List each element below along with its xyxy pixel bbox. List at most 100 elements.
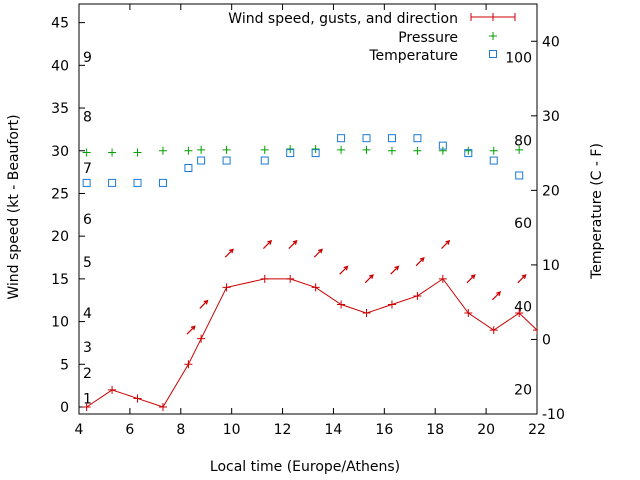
- data-point: [438, 274, 447, 283]
- data-point: [533, 326, 537, 335]
- legend-label: Temperature: [368, 48, 458, 64]
- data-point: [387, 300, 396, 309]
- legend-swatch: [470, 13, 516, 21]
- data-point: [387, 146, 396, 155]
- y-left-tick-label: 10: [51, 315, 69, 331]
- y-left-tick-label: 5: [60, 357, 69, 373]
- beaufort-label: 7: [83, 161, 92, 177]
- wind-arrow: [199, 299, 209, 309]
- x-tick-label: 6: [125, 422, 134, 438]
- y-left-tick-label: 0: [60, 400, 69, 416]
- x-tick-label: 22: [528, 422, 546, 438]
- data-point: [362, 134, 371, 143]
- axes: 4 6 8 10 12 14 16 18 20 22051015202530354045-1001…: [51, 4, 565, 438]
- data-point: [387, 134, 396, 143]
- data-point: [133, 394, 142, 403]
- data-point: [82, 178, 91, 187]
- data-point: [260, 145, 269, 154]
- data-point: [413, 146, 422, 155]
- wind-arrow: [288, 239, 298, 250]
- y-axis-right-label: Temperature (C - F): [589, 143, 605, 280]
- x-tick-label: 18: [426, 422, 444, 438]
- data-point: [515, 309, 524, 318]
- data-point: [108, 385, 117, 394]
- y-left-tick-label: 20: [51, 229, 69, 245]
- wind-direction-arrows: [186, 239, 527, 335]
- y-left-tick-label: 15: [51, 272, 69, 288]
- data-point: [184, 360, 193, 369]
- x-tick-label: 4: [75, 422, 84, 438]
- wind-arrow: [390, 265, 400, 275]
- data-point: [197, 334, 206, 343]
- data-point: [197, 156, 206, 165]
- data-point: [222, 145, 231, 154]
- data-point: [464, 146, 473, 155]
- x-tick-label: 8: [176, 422, 185, 438]
- data-point: [311, 149, 320, 158]
- data-point: [337, 300, 346, 309]
- data-point: [260, 156, 269, 165]
- data-point: [464, 309, 473, 318]
- data-point: [413, 291, 422, 300]
- beaufort-label: 1: [83, 391, 92, 407]
- legend-marker: [489, 13, 497, 21]
- beaufort-label: 6: [83, 212, 92, 228]
- data-point: [362, 145, 371, 154]
- data-point: [184, 164, 193, 172]
- x-tick-label: 14: [325, 422, 343, 438]
- beaufort-label: 8: [83, 110, 92, 126]
- wind-arrow: [224, 248, 234, 258]
- wind-arrow: [186, 325, 196, 335]
- data-point: [311, 145, 320, 154]
- data-point: [82, 403, 91, 411]
- data-point: [222, 283, 231, 292]
- wind-arrow: [441, 239, 451, 250]
- series-1: [82, 145, 524, 157]
- data-point: [438, 146, 447, 155]
- x-tick-label: 10: [223, 422, 241, 438]
- y-right-tick-label: 40: [542, 34, 560, 50]
- fahrenheit-label: 60: [514, 216, 532, 232]
- data-point: [489, 156, 498, 165]
- wind-arrow: [339, 265, 349, 275]
- data-point: [197, 145, 206, 154]
- data-point: [286, 274, 295, 283]
- wind-arrow: [517, 274, 527, 284]
- wind-arrow: [491, 291, 502, 301]
- beaufort-label: 9: [83, 50, 92, 66]
- y-left-tick-label: 35: [51, 101, 69, 117]
- y-left-tick-label: 45: [51, 16, 69, 32]
- wind-arrow: [466, 274, 476, 284]
- plot-frame: [78, 3, 538, 415]
- wind-arrow: [415, 257, 425, 267]
- data-point: [158, 178, 167, 187]
- fahrenheit-label: 80: [514, 133, 532, 149]
- fahrenheit-label: 100: [505, 51, 532, 67]
- data-point: [337, 134, 346, 143]
- data-point: [286, 149, 295, 158]
- data-point: [515, 145, 524, 154]
- fahrenheit-label: 40: [514, 300, 532, 316]
- data-point: [133, 178, 142, 187]
- data-point: [362, 309, 371, 318]
- beaufort-label: 5: [83, 255, 92, 271]
- data-point: [286, 145, 295, 154]
- legend-swatch: [489, 32, 497, 40]
- y-left-tick-label: 30: [51, 144, 69, 160]
- y-left-tick-label: 40: [51, 58, 69, 74]
- legend-marker: [489, 50, 497, 58]
- data-point: [260, 274, 269, 283]
- data-point: [158, 403, 167, 411]
- beaufort-label: 4: [83, 306, 92, 322]
- series-line: [86, 278, 537, 408]
- series-2: [82, 134, 524, 187]
- x-tick-label: 20: [477, 422, 495, 438]
- data-point: [184, 146, 193, 155]
- legend: Wind speed, gusts, and direction Pressure…: [228, 11, 516, 64]
- legend-label: Wind speed, gusts, and direction: [228, 11, 458, 27]
- wind-arrow: [262, 239, 273, 250]
- wind-arrow: [364, 274, 374, 284]
- data-point: [158, 146, 167, 155]
